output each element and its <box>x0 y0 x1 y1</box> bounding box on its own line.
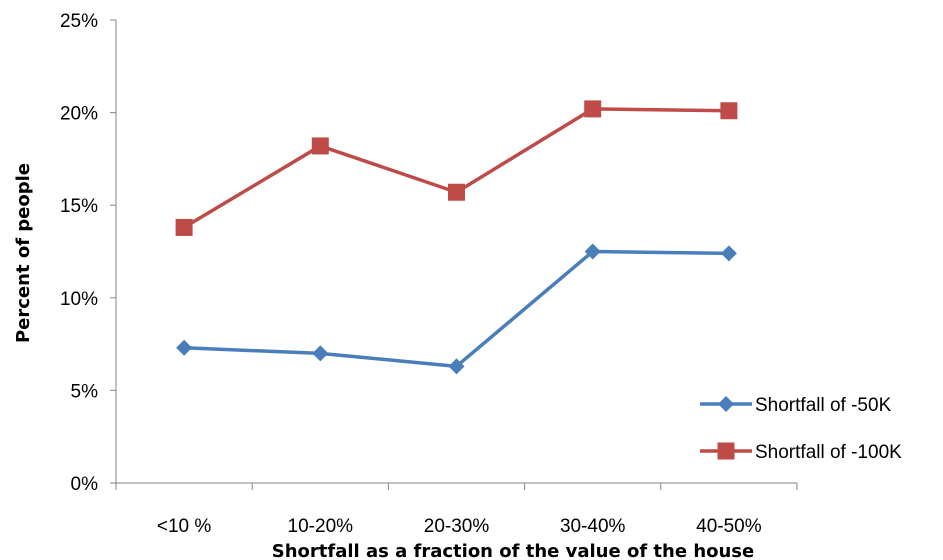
series-1 <box>176 243 737 375</box>
legend-item: Shortfall of -50K <box>700 395 892 416</box>
y-axis: 0% 5% 10% 15% 20% 25% <box>60 11 117 495</box>
legend-item: Shortfall of -100K <box>700 442 902 463</box>
data-point <box>175 218 193 236</box>
y-tick-label: 15% <box>60 196 98 217</box>
legend-label: Shortfall of -100K <box>755 442 902 463</box>
y-tick-label: 20% <box>60 104 98 125</box>
legend-marker <box>718 396 734 412</box>
y-tick-label: 0% <box>71 474 99 495</box>
data-point <box>720 102 738 120</box>
x-axis-title: Shortfall as a fraction of the value of … <box>272 541 754 560</box>
y-tick-label: 25% <box>60 11 98 32</box>
legend: Shortfall of -50K Shortfall of -100K <box>700 395 902 463</box>
x-tick-label: 20-30% <box>424 516 490 537</box>
legend-label: Shortfall of -50K <box>755 395 892 416</box>
x-tick-label: 40-50% <box>696 516 762 537</box>
data-point <box>311 137 329 155</box>
legend-marker <box>717 442 735 460</box>
series-2 <box>175 100 738 236</box>
x-tick-label: 10-20% <box>288 516 354 537</box>
y-tick-label: 5% <box>71 381 99 402</box>
data-point <box>448 183 465 201</box>
x-tick-label: 30-40% <box>560 516 626 537</box>
data-point <box>312 345 329 362</box>
data-point <box>176 339 193 356</box>
series-line <box>184 249 729 369</box>
y-tick-label: 10% <box>60 289 98 310</box>
y-axis-title: Percent of people <box>13 163 34 343</box>
x-tick-label: <10 % <box>157 516 212 537</box>
data-point <box>448 358 465 375</box>
series-line <box>183 107 729 229</box>
data-point <box>720 245 737 262</box>
data-point <box>584 243 601 260</box>
data-point <box>584 100 602 118</box>
x-axis: <10 % 10-20% 20-30% 30-40% 40-50% <box>115 482 798 537</box>
series-layer <box>175 100 738 375</box>
